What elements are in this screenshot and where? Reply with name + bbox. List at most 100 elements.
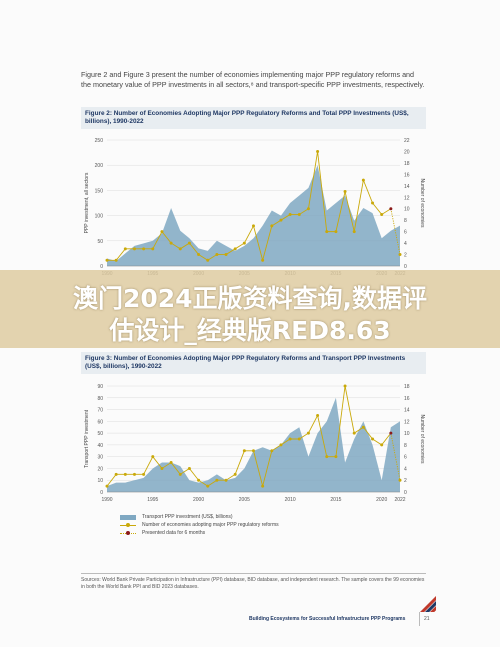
fig3-line-point xyxy=(160,466,164,470)
fig3-y2-tick-label: 10 xyxy=(404,431,410,437)
fig2-y2-tick-label: 14 xyxy=(404,184,410,190)
fig2-line-point xyxy=(252,224,255,228)
fig3-line-point xyxy=(334,455,338,459)
fig3-line-point xyxy=(361,425,365,429)
fig3-y2-tick-label: 8 xyxy=(404,443,407,449)
fig3-line-point xyxy=(261,484,265,488)
fig3-y2-tick-label: 2 xyxy=(404,478,407,484)
legend-partial-swatch xyxy=(120,530,136,536)
fig2-line-point xyxy=(215,253,219,257)
legend-item-area: Transport PPP investment (US$, billions) xyxy=(120,513,279,521)
fig2-y-axis-label: PPP investment, all sectors xyxy=(84,172,90,233)
fig3-y-tick-label: 40 xyxy=(97,443,103,449)
figure-3-legend: Transport PPP investment (US$, billions)… xyxy=(120,513,279,537)
fig3-line-point xyxy=(132,472,136,476)
fig2-line-series xyxy=(107,151,392,263)
fig2-line-point xyxy=(270,224,274,228)
fig3-x-tick-label: 2022 xyxy=(394,497,405,503)
fig2-line-point xyxy=(142,247,146,251)
fig3-line-point xyxy=(151,455,155,459)
fig2-y-tick-label: 250 xyxy=(95,138,104,144)
legend-item-partial: Presented data for 6 months xyxy=(120,529,279,537)
fig2-y2-axis-label: Number of economies xyxy=(419,179,425,228)
fig2-line-point xyxy=(279,218,283,222)
fig3-y2-tick-label: 6 xyxy=(404,455,407,461)
fig3-line-point xyxy=(389,431,393,435)
fig2-line-point xyxy=(197,253,201,257)
intro-paragraph: Figure 2 and Figure 3 present the number… xyxy=(81,70,425,89)
figure-2-svg: 0501001502002500246810121416182022199019… xyxy=(84,138,425,277)
fig2-line-point xyxy=(361,178,365,182)
fig2-y2-tick-label: 22 xyxy=(404,138,410,144)
fig3-x-tick-label: 2005 xyxy=(239,497,250,503)
fig2-y2-tick-label: 12 xyxy=(404,195,410,201)
fig3-y-tick-label: 80 xyxy=(97,396,103,402)
footer-divider xyxy=(419,612,420,626)
fig2-y2-tick-label: 20 xyxy=(404,149,410,155)
fig3-line-point xyxy=(142,472,146,476)
fig2-line-point xyxy=(178,247,182,251)
fig3-line-point xyxy=(279,443,283,447)
fig3-x-tick-label: 2000 xyxy=(193,497,204,503)
fig2-line-point xyxy=(114,258,118,262)
fig2-line-point xyxy=(187,241,191,245)
fig2-y2-tick-label: 2 xyxy=(404,253,407,259)
fig2-line-point xyxy=(325,230,329,234)
fig3-line-point xyxy=(105,484,109,488)
fig2-line-point xyxy=(160,230,164,234)
fig2-line-point xyxy=(389,207,393,211)
legend-partial-label: Presented data for 6 months xyxy=(142,530,206,536)
legend-area-swatch xyxy=(120,514,136,520)
fig2-line-partial xyxy=(390,208,401,255)
fig2-line-point xyxy=(334,230,338,234)
legend-area-label: Transport PPP investment (US$, billions) xyxy=(142,514,233,520)
fig2-line-point xyxy=(352,230,356,234)
fig3-line-point xyxy=(371,437,375,441)
figure-3-chart: 0 10 20 30 40 50 60 70 80 90 0 2 4 6 8 10 12 14 16 18 1990 19… xyxy=(81,378,426,508)
fig3-line-series xyxy=(106,385,392,488)
fig3-line-point xyxy=(242,449,246,453)
fig3-x-tick-label: 2015 xyxy=(330,497,341,503)
fig2-y-tick-label: 0 xyxy=(100,264,103,270)
fig2-line-point xyxy=(371,201,375,205)
fig3-line-partial xyxy=(390,433,401,481)
fig2-line-point xyxy=(206,258,210,262)
page-number: 21 xyxy=(424,616,430,622)
fig3-line-point xyxy=(187,466,191,470)
fig3-x-tick-label: 1995 xyxy=(147,497,158,503)
fig3-line-point xyxy=(352,431,356,435)
figure-3-svg: 0 10 20 30 40 50 60 70 80 90 0 2 4 6 8 10 12 14 16 18 1990 19… xyxy=(84,384,425,503)
fig3-line-point xyxy=(114,472,118,476)
fig2-y2-tick-label: 18 xyxy=(404,161,410,167)
legend-line-swatch xyxy=(120,522,136,528)
fig2-line-point xyxy=(343,190,347,194)
fig3-line-point xyxy=(325,455,329,459)
banner-line-2: 估设计_经典版RED8.63 xyxy=(109,316,391,345)
fig2-y2-tick-label: 16 xyxy=(404,172,410,178)
fig3-y-axis-label: Transport PPP investment xyxy=(84,409,90,468)
legend-item-line: Number of economies adopting major PPP r… xyxy=(120,521,279,529)
fig2-line-point xyxy=(316,149,320,153)
fig2-y-tick-label: 50 xyxy=(97,239,103,245)
fig3-line-point xyxy=(206,484,210,488)
fig3-y-tick-label: 0 xyxy=(100,490,103,496)
fig2-area-series xyxy=(107,165,400,266)
fig2-line-point xyxy=(261,258,265,262)
fig3-y2-tick-label: 4 xyxy=(404,466,407,472)
fig3-y-tick-label: 60 xyxy=(97,419,103,425)
fig3-line-point xyxy=(316,413,320,417)
fig3-y-tick-label: 30 xyxy=(97,455,103,461)
fig2-y2-tick-label: 8 xyxy=(404,218,407,224)
figure-3-title: Figure 3: Number of Economies Adopting M… xyxy=(81,352,426,374)
fig2-y-tick-label: 150 xyxy=(95,188,104,194)
fig3-line-point xyxy=(215,478,219,482)
fig3-y2-tick-label: 12 xyxy=(404,419,410,425)
fig3-y2-tick-label: 0 xyxy=(404,490,407,496)
fig2-y2-tick-label: 6 xyxy=(404,230,407,236)
fig3-line-point xyxy=(288,437,292,441)
fig3-x-tick-label: 2020 xyxy=(376,497,387,503)
fig2-line-point xyxy=(242,241,246,245)
fig2-line-point xyxy=(288,212,292,216)
fig3-line-point xyxy=(123,472,127,476)
fig3-line-point xyxy=(233,472,237,476)
